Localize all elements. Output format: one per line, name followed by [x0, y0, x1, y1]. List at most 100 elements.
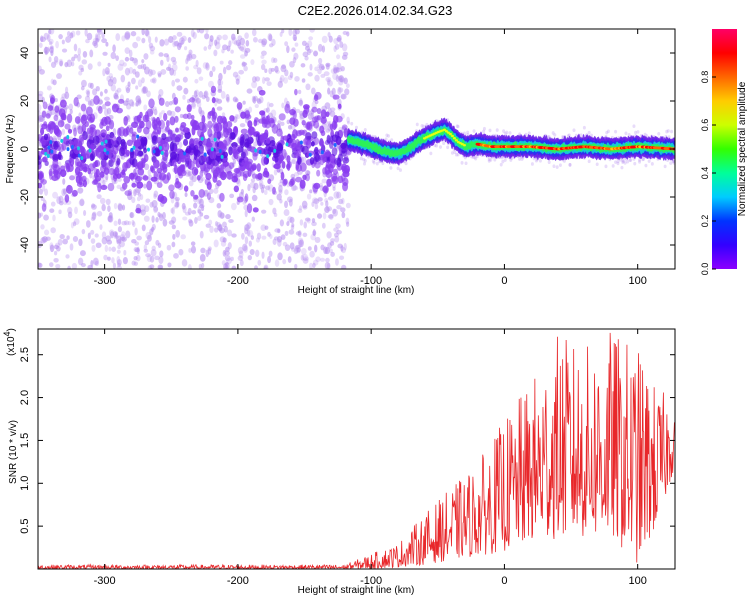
spectrogram-noise-cell	[268, 43, 274, 48]
spectrogram-noise-cell	[50, 45, 54, 50]
spectrogram-noise-cell	[130, 31, 137, 37]
spectrogram-noise-cell	[145, 198, 151, 203]
spectrogram-noise-cell	[191, 102, 196, 108]
spectrogram-halo-cell	[620, 165, 624, 170]
spectrogram-noise-cell	[232, 96, 238, 103]
spectrogram-noise-cell	[114, 232, 118, 238]
spectrogram-cell	[160, 138, 166, 145]
spectrogram-noise-cell	[101, 203, 106, 212]
spectrogram-noise-cell	[216, 106, 223, 111]
spectrogram-noise-cell	[205, 96, 210, 102]
spectrogram-cell	[294, 176, 303, 183]
spectrogram-noise-cell	[317, 197, 323, 202]
spectrogram-cell	[169, 190, 175, 199]
spectrogram-cell	[60, 138, 64, 143]
spectrogram-noise-cell	[335, 223, 341, 229]
spectrogram-noise-cell	[134, 102, 138, 107]
spectrogram-noise-cell	[199, 204, 205, 209]
spectrogram-cell	[325, 111, 330, 117]
spectrogram-noise-cell	[274, 65, 279, 73]
spectrogram-noise-cell	[182, 216, 188, 221]
spectrogram-noise-cell	[197, 215, 202, 221]
spectrogram-noise-cell	[99, 91, 103, 97]
spectrogram-halo-cell	[501, 159, 505, 164]
spectrogram-noise-cell	[173, 204, 179, 209]
spectrogram-cell	[47, 105, 54, 111]
spectrogram-halo-cell	[450, 151, 454, 155]
spectrogram-noise-cell	[338, 78, 344, 86]
spectrogram-noise-cell	[52, 191, 58, 199]
spectrogram-cell	[268, 146, 274, 153]
spectrogram-noise-cell	[267, 231, 271, 237]
spectrogram-cell	[182, 113, 189, 119]
spectrogram-noise-cell	[194, 78, 199, 84]
spectrogram-noise-cell	[309, 189, 313, 194]
spectrogram-noise-cell	[336, 54, 341, 60]
spectrogram-cell	[265, 137, 271, 144]
spectrogram-halo-cell	[614, 129, 618, 134]
spectrogram-noise-cell	[139, 193, 144, 201]
spectrogram-cell	[342, 157, 350, 164]
spectrogram-noise-cell	[318, 43, 323, 52]
spectrogram-noise-cell	[92, 88, 98, 96]
spectrogram-noise-cell	[112, 44, 116, 53]
spectrogram-noise-cell	[300, 63, 306, 68]
spectrogram-noise-cell	[198, 91, 204, 98]
spectrogram-cell	[64, 194, 70, 203]
spectrogram-noise-cell	[267, 184, 274, 192]
spectrogram-noise-cell	[153, 190, 159, 198]
spectrogram-noise-cell	[64, 91, 70, 100]
spectrogram-cell	[334, 131, 340, 139]
spectrogram-cell	[341, 163, 347, 171]
spectrogram-cell	[141, 138, 145, 147]
spectrogram-noise-cell	[157, 242, 162, 249]
spectrogram-noise-cell	[55, 263, 61, 269]
spectrogram-cell	[71, 189, 78, 197]
spectrogram-cell	[58, 108, 66, 118]
spectrogram-noise-cell	[344, 88, 350, 96]
spectrogram-cell	[340, 142, 347, 149]
spectrogram-cell	[85, 106, 93, 117]
spectrogram-noise-cell	[253, 95, 258, 102]
spectrogram-noise-cell	[272, 238, 277, 245]
spectrogram-noise-cell	[157, 264, 164, 269]
spectrogram-noise-cell	[61, 128, 66, 136]
spectrogram-noise-cell	[172, 69, 177, 76]
spectrogram-noise-cell	[172, 60, 177, 65]
spectrogram-halo-cell	[626, 159, 630, 164]
spectrogram-halo-cell	[650, 162, 654, 166]
spectrogram-cell	[64, 123, 71, 130]
spectrogram-cell	[106, 150, 110, 155]
spectrogram-noise-cell	[122, 100, 129, 106]
spectrogram-noise-cell	[332, 208, 338, 217]
spectrogram-noise-cell	[186, 53, 193, 61]
spectrogram-noise-cell	[91, 212, 97, 220]
spectrogram-noise-cell	[326, 231, 332, 239]
spectrogram-cell	[173, 96, 179, 105]
spectrogram-cell	[246, 203, 253, 214]
spectrogram-noise-cell	[137, 79, 143, 88]
spectrogram-noise-cell	[231, 265, 237, 269]
spectrogram-noise-cell	[247, 229, 254, 238]
spectrogram-halo-cell	[488, 128, 492, 133]
spectrogram-noise-cell	[284, 200, 289, 209]
spectrogram-cell	[305, 121, 313, 131]
spectrogram-noise-cell	[213, 49, 218, 57]
spectrogram-halo-cell	[582, 125, 586, 130]
spectrogram-noise-cell	[277, 228, 281, 234]
spectrogram-noise-cell	[106, 75, 111, 82]
spectrogram-cell	[98, 152, 105, 160]
spectrogram-cell	[337, 103, 342, 110]
spectrogram-noise-cell	[151, 223, 156, 231]
spectrogram-noise-cell	[178, 141, 183, 149]
spectrogram-halo-cell	[587, 130, 591, 135]
spectrogram-noise-cell	[189, 174, 194, 181]
spectrogram-noise-cell	[200, 247, 206, 254]
spectrogram-halo-cell	[638, 160, 642, 164]
spectrogram-noise-cell	[335, 66, 340, 73]
spectrogram-noise-cell	[121, 204, 126, 211]
spectrogram-noise-cell	[282, 259, 287, 265]
spectrogram-noise-cell	[64, 86, 69, 94]
spectrogram-noise-cell	[143, 53, 149, 60]
spectrogram-noise-cell	[225, 214, 231, 220]
